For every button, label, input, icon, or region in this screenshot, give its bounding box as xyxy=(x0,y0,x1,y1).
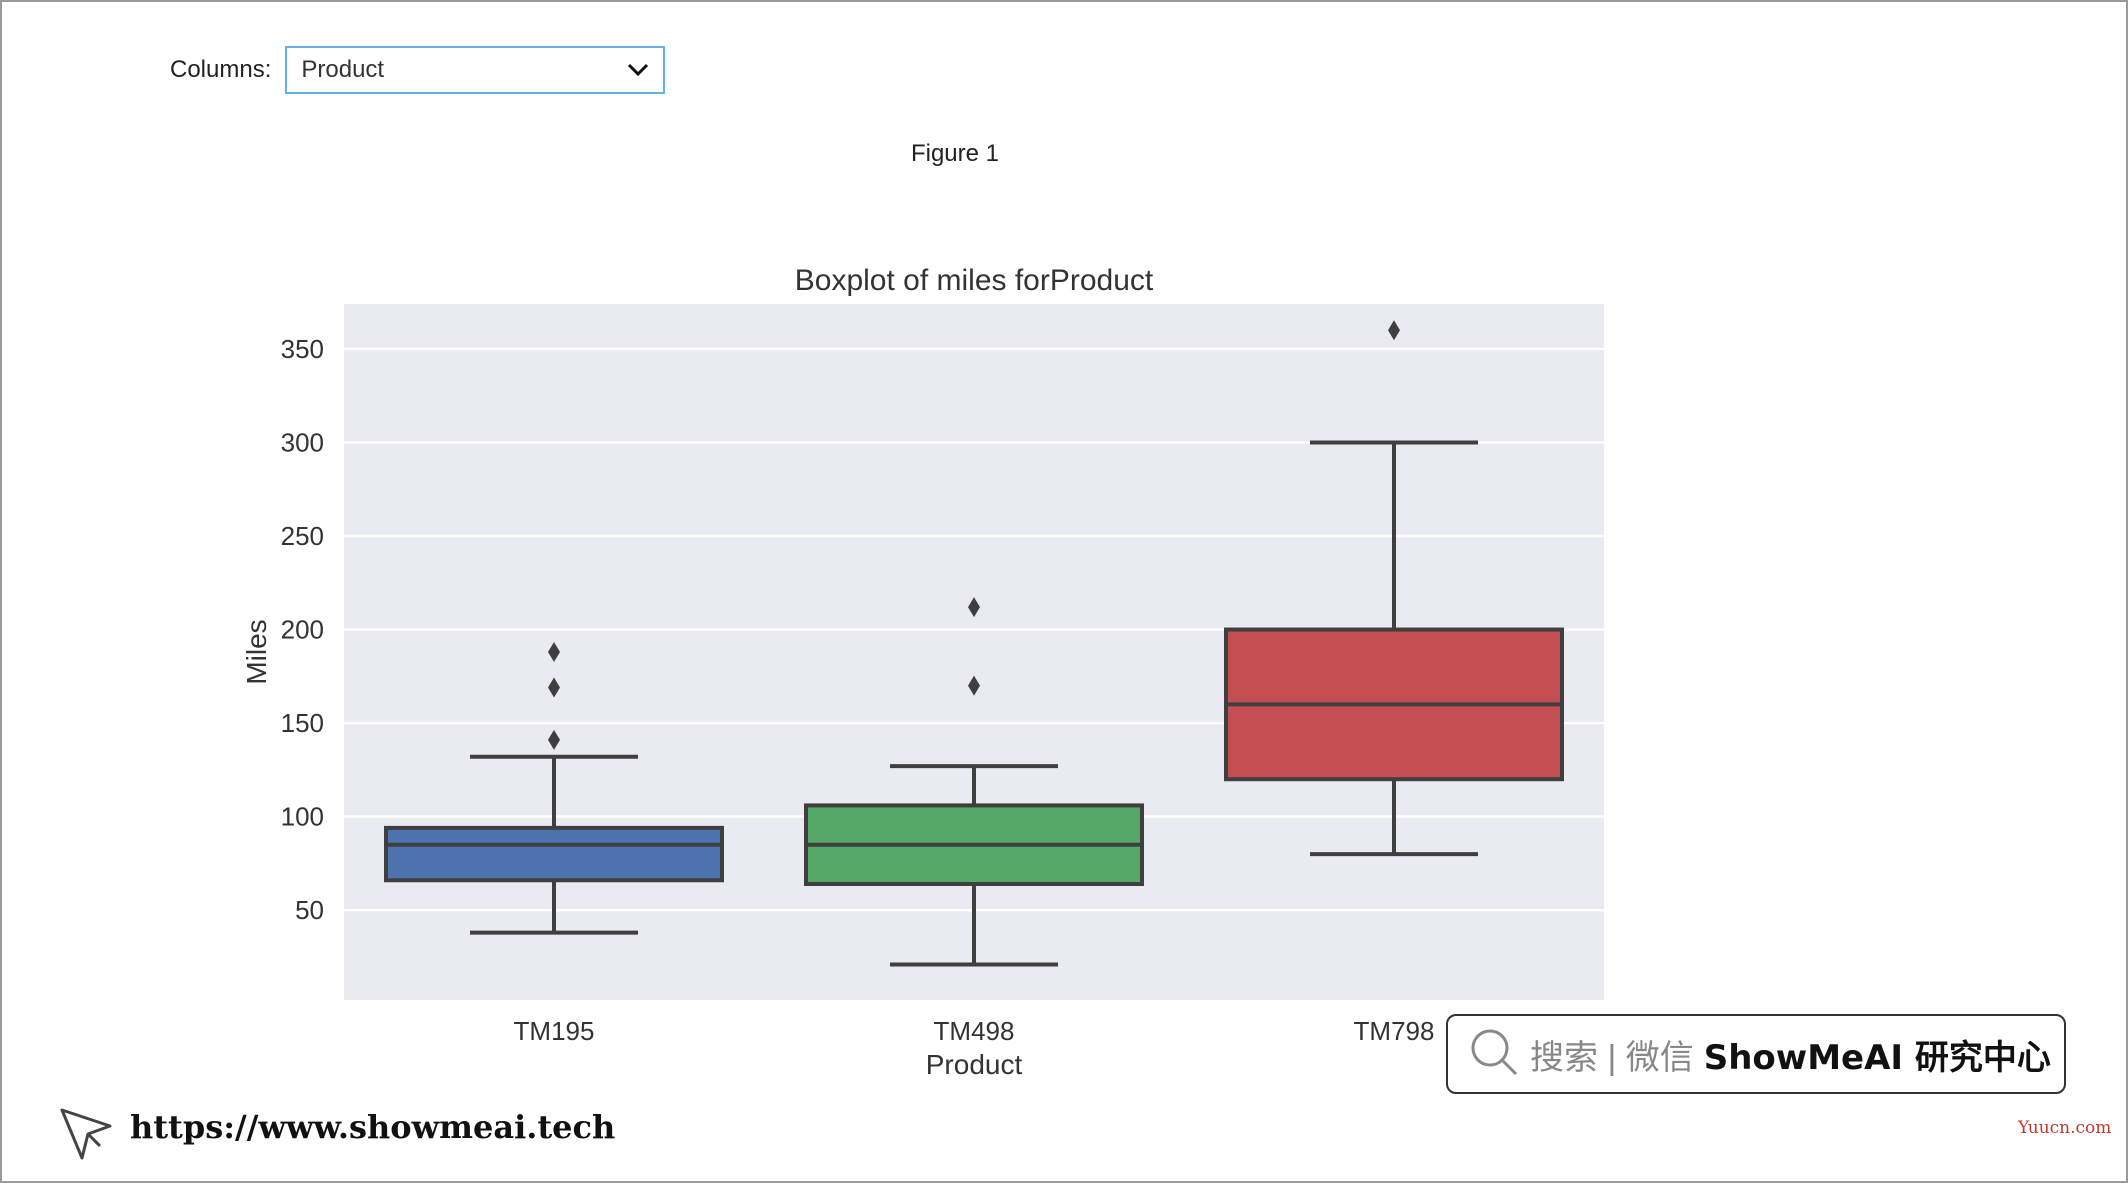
x-tick-label: TM498 xyxy=(934,1016,1015,1046)
chart-title: Boxplot of miles forProduct xyxy=(795,264,1154,297)
x-axis-label: Product xyxy=(926,1049,1023,1080)
chevron-down-icon xyxy=(627,63,649,77)
watermark-search-box: 搜索 | 微信 ShowMeAI 研究中心 xyxy=(1446,1014,2066,1094)
x-tick-label: TM195 xyxy=(514,1016,595,1046)
x-tick-label: TM798 xyxy=(1354,1016,1435,1046)
y-tick-label: 300 xyxy=(281,427,324,457)
y-axis-label: Miles xyxy=(241,619,272,684)
outlier-point xyxy=(548,677,560,698)
figure-title: Figure 1 xyxy=(910,140,1000,167)
y-tick-label: 150 xyxy=(281,708,324,738)
outlier-point xyxy=(968,597,980,618)
columns-control: Columns: Product xyxy=(170,46,666,94)
outlier-point xyxy=(1388,320,1400,341)
search-icon xyxy=(1468,1026,1520,1083)
y-tick-label: 250 xyxy=(281,521,324,551)
outlier-point xyxy=(548,729,560,750)
site-tag: Yuucn.com xyxy=(2018,1118,2112,1138)
columns-select[interactable]: Product xyxy=(285,46,666,94)
boxplot-chart: 50 100 150 200 250 300 350 TM195 TM498 TM798 Boxpl… xyxy=(241,264,1604,1080)
outlier-point xyxy=(968,675,980,696)
outlier-point xyxy=(548,642,560,662)
cursor-arrow-icon xyxy=(58,1104,116,1167)
footer-url-link[interactable]: https://www.showmeai.tech xyxy=(130,1108,616,1146)
columns-select-value: Product xyxy=(301,56,385,83)
y-tick-label: 100 xyxy=(281,802,324,832)
y-tick-label: 350 xyxy=(281,334,324,364)
watermark-brand: ShowMeAI 研究中心 xyxy=(1703,1037,2051,1078)
y-tick-label: 200 xyxy=(281,615,324,645)
columns-label: Columns: xyxy=(170,56,272,83)
watermark-search-text: 搜索 | 微信 xyxy=(1530,1038,1694,1077)
y-tick-label: 50 xyxy=(295,895,324,925)
box-tm195 xyxy=(384,825,724,883)
